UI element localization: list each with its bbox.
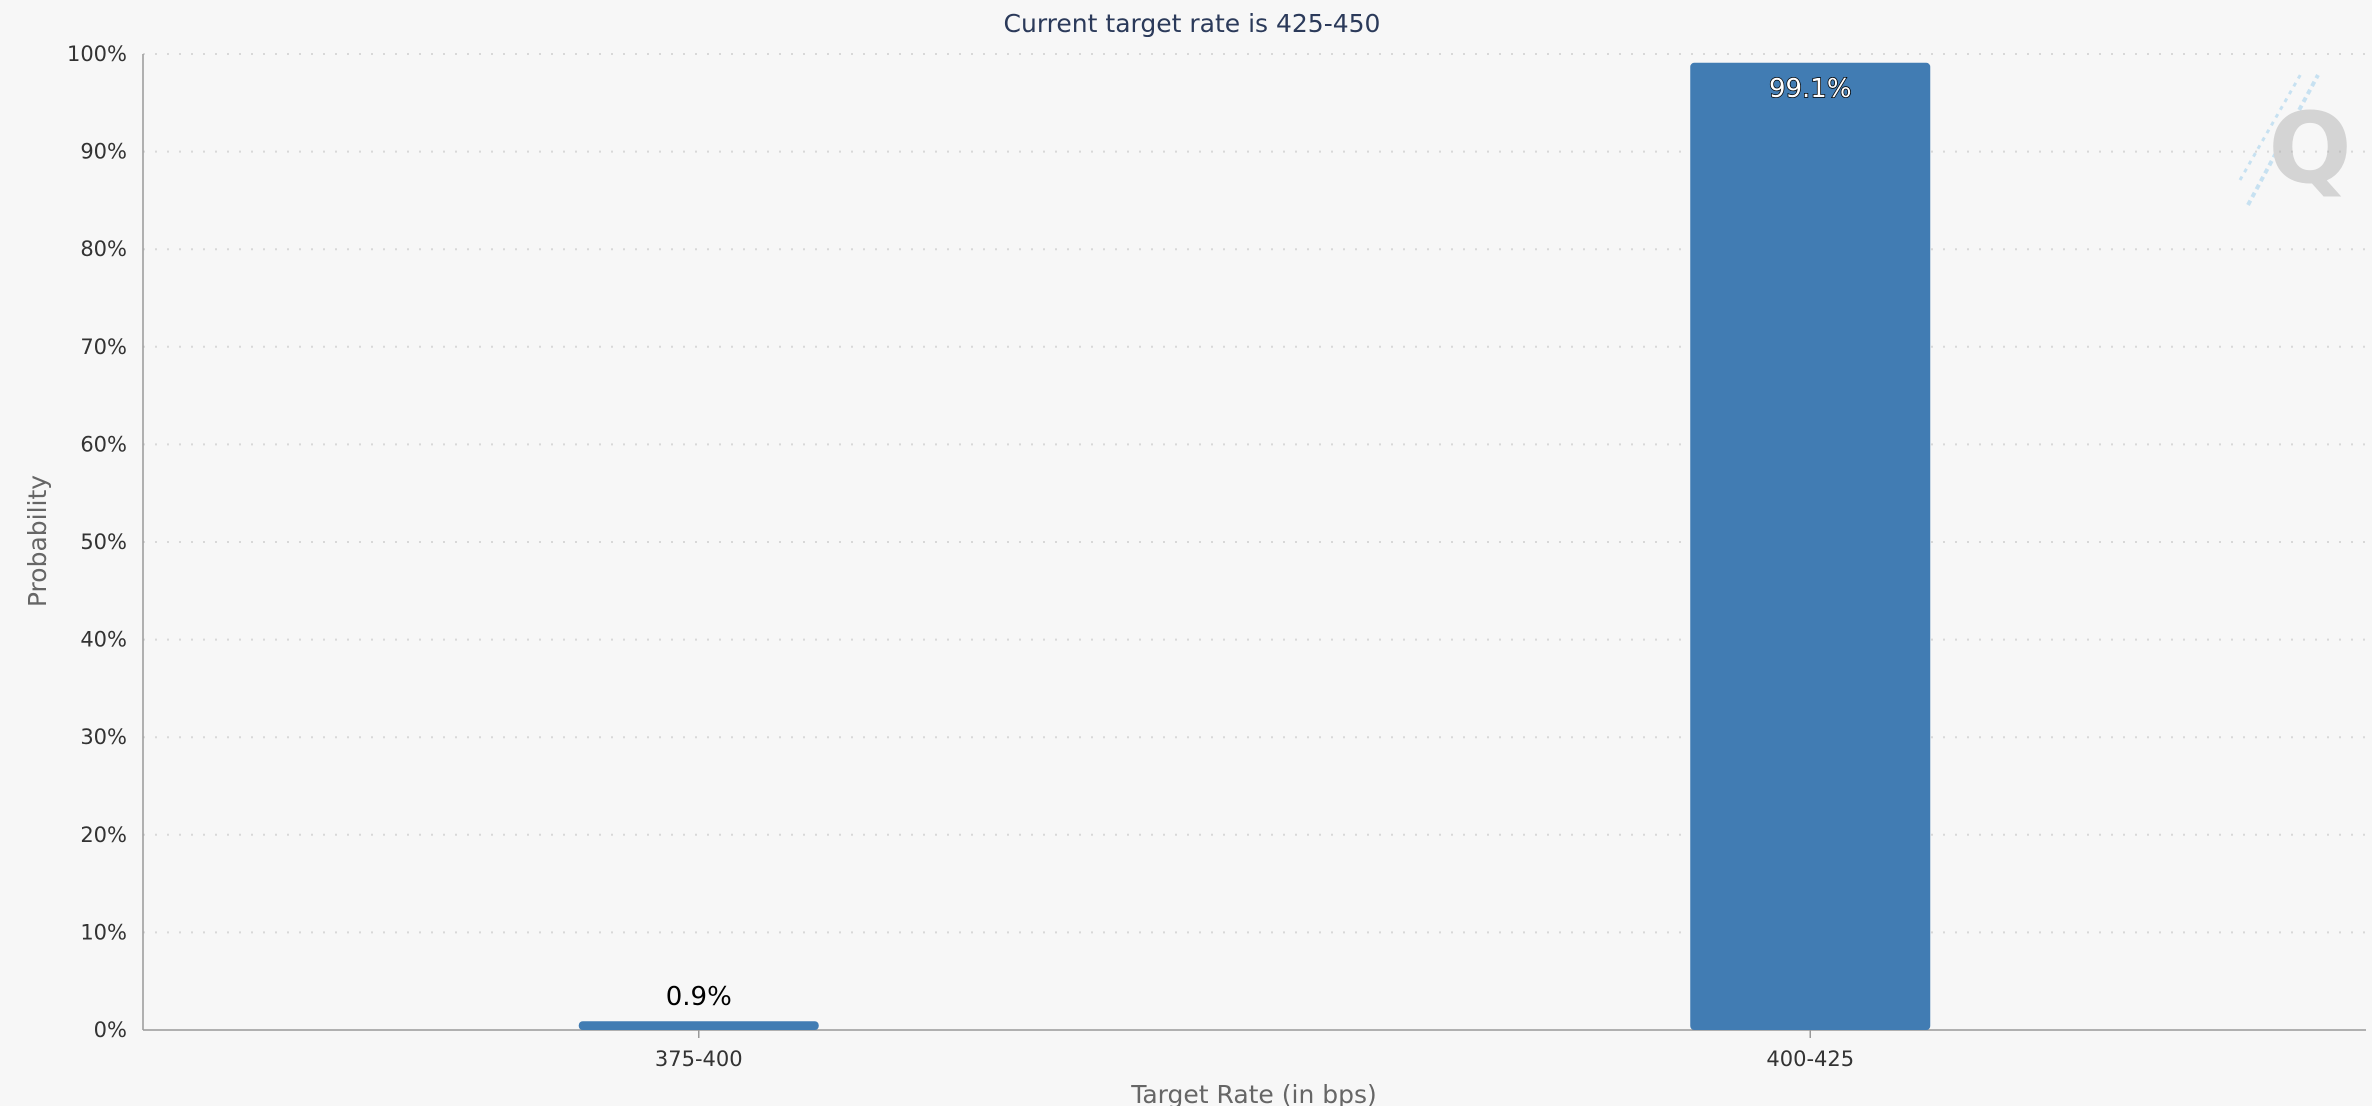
y-tick-label: 90% bbox=[80, 140, 127, 164]
y-tick-label: 30% bbox=[80, 725, 127, 749]
gridlines bbox=[143, 53, 2366, 934]
x-tick-label: 400-425 bbox=[1766, 1047, 1854, 1071]
y-tick-label: 40% bbox=[80, 628, 127, 652]
chart-title: Current target rate is 425-450 bbox=[1004, 9, 1381, 38]
q-logo-watermark: Q bbox=[2238, 71, 2352, 206]
data-label: 99.1% bbox=[1769, 74, 1852, 104]
x-tick-label: 375-400 bbox=[655, 1047, 743, 1071]
bar-375-400[interactable] bbox=[578, 1021, 819, 1030]
y-tick-label: 10% bbox=[80, 920, 127, 944]
y-tick-label: 70% bbox=[80, 335, 127, 359]
bar-400-425[interactable] bbox=[1690, 62, 1931, 1031]
y-tick-label: 100% bbox=[67, 42, 127, 66]
y-axis-label: Probability bbox=[23, 475, 52, 607]
q-logo-letter: Q bbox=[2268, 92, 2351, 206]
data-label: 0.9% bbox=[666, 982, 732, 1012]
x-axis-ticks: 375-400 400-425 bbox=[655, 1030, 1854, 1071]
y-tick-label: 0% bbox=[94, 1018, 127, 1042]
x-axis-label: Target Rate (in bps) bbox=[1130, 1080, 1377, 1106]
y-tick-label: 50% bbox=[80, 530, 127, 554]
y-tick-label: 20% bbox=[80, 823, 127, 847]
bars: 0.9% 99.1% bbox=[578, 62, 1931, 1031]
y-tick-label: 80% bbox=[80, 237, 127, 261]
y-tick-label: 60% bbox=[80, 432, 127, 456]
y-axis-ticks: 0% 10% 20% 30% 40% 50% 60% 70% 80% 90% 100% bbox=[67, 42, 127, 1042]
